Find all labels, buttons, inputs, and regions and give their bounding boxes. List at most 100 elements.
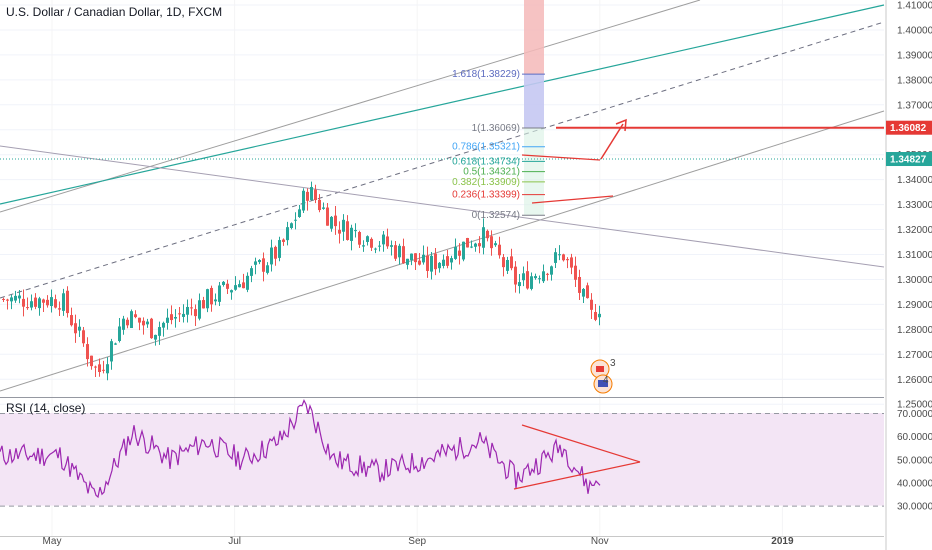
candle-body xyxy=(450,258,453,263)
candle-body xyxy=(310,187,313,200)
candle-body xyxy=(290,223,293,229)
candle-body xyxy=(274,246,277,259)
candle-body xyxy=(114,343,117,345)
price-tick-label: 1.29000 xyxy=(897,300,932,311)
candle-body xyxy=(82,330,85,344)
triangle-lower-line xyxy=(531,195,614,204)
candle-body xyxy=(10,297,13,302)
projection-arrow-head xyxy=(615,118,627,132)
candle-body xyxy=(170,314,173,321)
candle-body xyxy=(22,298,25,307)
canada-flag-icon-mark xyxy=(596,366,604,372)
rsi-triangle-lower xyxy=(513,461,641,490)
candle-body xyxy=(130,311,133,329)
candle-body xyxy=(238,284,241,288)
candle-body xyxy=(286,227,289,241)
rsi-tick-label: 30.0000 xyxy=(897,502,932,513)
candle-body xyxy=(30,301,33,308)
candle-body xyxy=(526,271,529,289)
candle-body xyxy=(370,238,373,248)
fib-level-label: 1(1.36069) xyxy=(472,123,520,134)
fib-zone-blue xyxy=(524,74,544,129)
candle-body xyxy=(382,234,385,245)
candle-body xyxy=(210,287,213,305)
candle-body xyxy=(50,297,53,307)
candle-body xyxy=(58,308,61,310)
time-tick-label: Jul xyxy=(228,536,241,547)
candle-body xyxy=(194,309,197,317)
rsi-line xyxy=(0,399,601,499)
candle-body xyxy=(542,271,545,282)
candle-body xyxy=(402,246,405,264)
price-tick-label: 1.31000 xyxy=(897,250,932,261)
candle-body xyxy=(14,295,17,301)
candle-body xyxy=(318,199,321,211)
candle-body xyxy=(106,364,109,374)
candle-body xyxy=(186,306,189,315)
fib-level-label: 0.5(1.34321) xyxy=(463,167,520,178)
candle-body xyxy=(182,313,185,317)
candle-body xyxy=(246,275,249,290)
candle-body xyxy=(414,253,417,263)
fib-level-label: 1.618(1.38229) xyxy=(452,69,520,80)
candle-body xyxy=(258,260,261,263)
rsi-tick-label: 50.0000 xyxy=(897,455,932,466)
candle-body xyxy=(86,344,89,360)
event-count-top: 3 xyxy=(610,358,616,369)
candle-body xyxy=(426,255,429,271)
price-tick-label: 1.39000 xyxy=(897,50,932,61)
candle-body xyxy=(410,253,413,261)
projection-arrow xyxy=(600,123,624,160)
candle-body xyxy=(146,321,149,325)
price-tick-label: 1.26000 xyxy=(897,375,932,386)
price-tick-label: 1.37000 xyxy=(897,100,932,111)
candle-body xyxy=(266,265,269,273)
candle-body xyxy=(178,313,181,315)
candle-body xyxy=(166,317,169,323)
candle-body xyxy=(518,282,521,287)
candle-body xyxy=(482,227,485,248)
candle-body xyxy=(150,318,153,339)
channel-lower-line xyxy=(0,110,885,392)
candle-body xyxy=(234,285,237,290)
rsi-tick-label: 70.0000 xyxy=(897,409,932,420)
candle-body xyxy=(510,256,513,269)
target-price-badge xyxy=(886,120,932,135)
candle-body xyxy=(346,221,349,240)
candle-body xyxy=(162,322,165,328)
candle-body xyxy=(490,236,493,249)
candle-body xyxy=(590,299,593,310)
candle-body xyxy=(546,273,549,275)
candle-body xyxy=(558,254,561,256)
candle-body xyxy=(330,216,333,229)
candle-body xyxy=(226,283,229,289)
price-tick-label: 1.27000 xyxy=(897,350,932,361)
candle-body xyxy=(154,334,157,340)
candle-body xyxy=(398,245,401,258)
candle-body xyxy=(574,265,577,280)
candle-body xyxy=(534,276,537,279)
candle-body xyxy=(538,278,541,280)
price-tick-label: 1.41000 xyxy=(897,1,932,12)
candle-body xyxy=(354,230,357,232)
rsi-triangle-upper xyxy=(521,424,641,463)
candle-body xyxy=(138,317,141,323)
us-flag-icon-mark xyxy=(598,380,608,387)
candle-body xyxy=(206,289,209,309)
candle-body xyxy=(418,260,421,265)
price-tick-label: 1.30000 xyxy=(897,275,932,286)
candle-body xyxy=(98,364,101,373)
candle-body xyxy=(142,320,145,326)
candle-body xyxy=(66,290,69,314)
candle-body xyxy=(386,236,389,247)
price-tick-label: 1.33000 xyxy=(897,200,932,211)
event-count-bottom: 4 xyxy=(603,375,609,386)
candle-body xyxy=(582,288,585,297)
candle-body xyxy=(202,300,205,309)
candle-body xyxy=(314,189,317,201)
candle-body xyxy=(242,282,245,289)
candle-body xyxy=(394,245,397,259)
candle-body xyxy=(282,239,285,242)
candle-body xyxy=(94,366,97,368)
